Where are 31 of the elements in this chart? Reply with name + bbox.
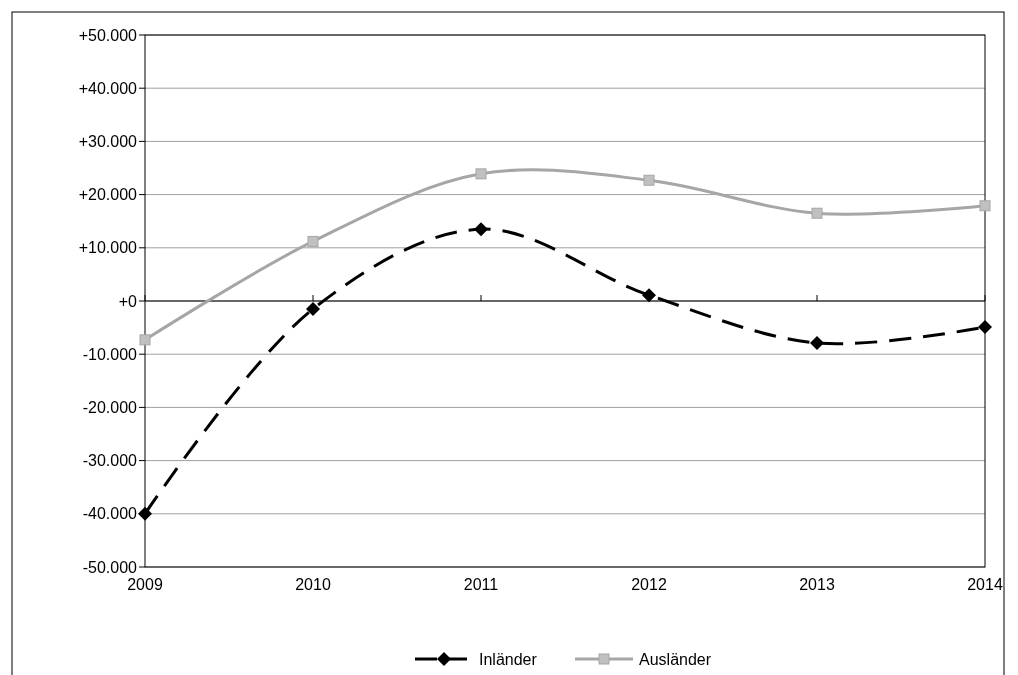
y-tick-label: -40.000	[82, 505, 138, 523]
legend-label: Ausländer	[639, 650, 712, 668]
point	[978, 320, 992, 335]
point	[306, 301, 320, 316]
y-tick-label: -20.000	[82, 399, 138, 416]
y-tick-label: +40.000	[78, 79, 138, 97]
point	[475, 168, 487, 180]
y-tick-label: +50.000	[78, 26, 138, 44]
x-tick-label: 2010	[295, 575, 331, 593]
x-tick-label: 2012	[631, 575, 667, 593]
point	[138, 506, 152, 521]
x-tick-label: 2011	[463, 575, 499, 593]
y-tick-label: +0	[118, 292, 138, 310]
y-tick-label: +30.000	[78, 133, 138, 150]
point	[979, 200, 991, 212]
y-tick-label: -50.000	[82, 558, 138, 576]
point	[810, 336, 824, 351]
point	[642, 288, 656, 303]
x-tick-label: 2014	[967, 575, 1003, 593]
y-tick-label: +20.000	[78, 186, 138, 204]
point	[474, 222, 488, 237]
point	[811, 207, 823, 219]
y-tick-label: -10.000	[82, 345, 138, 363]
x-tick-label: 2013	[799, 575, 835, 593]
point	[307, 235, 319, 247]
y-tick-label: -30.000	[82, 452, 138, 470]
point	[139, 334, 151, 346]
y-tick-label: +10.000	[78, 239, 138, 257]
x-tick-label: 2009	[127, 575, 163, 593]
legend-label: Inländer	[479, 650, 538, 668]
point	[643, 174, 655, 186]
